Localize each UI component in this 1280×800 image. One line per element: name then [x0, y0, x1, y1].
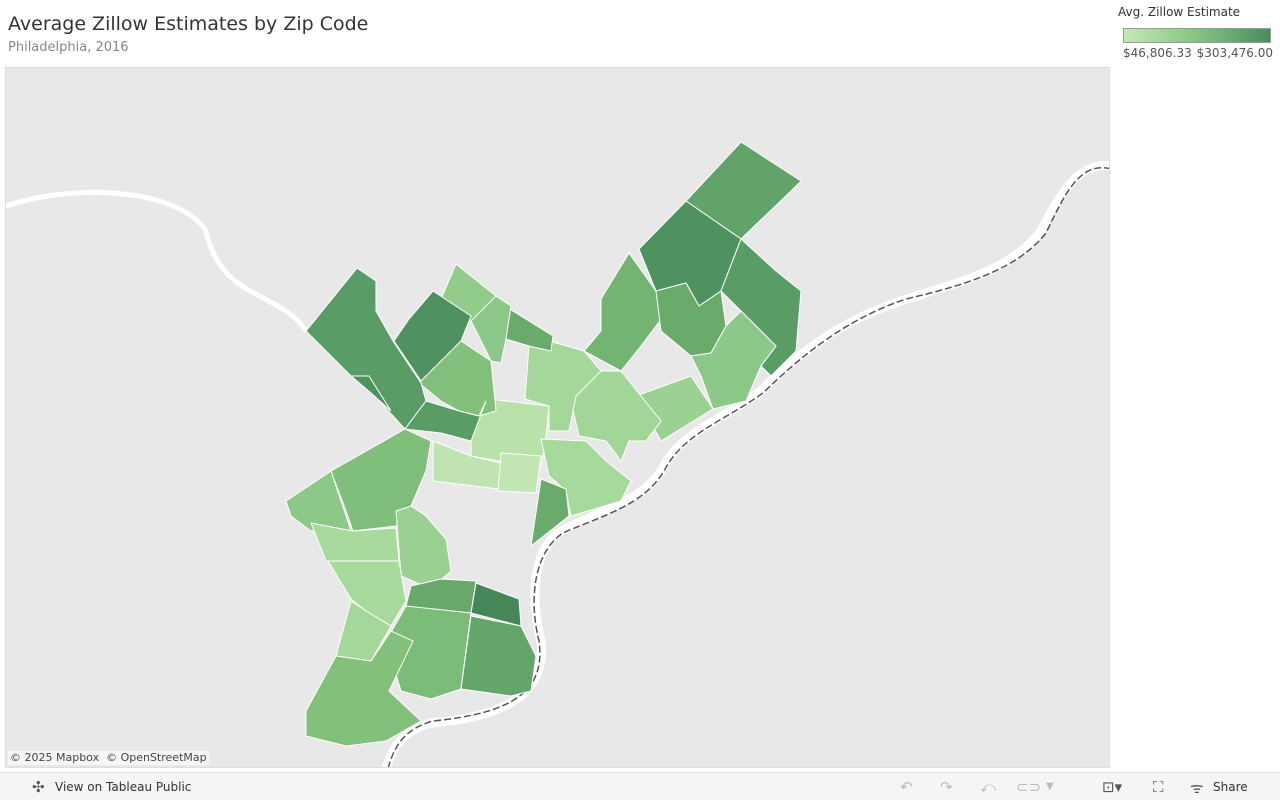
undo-icon[interactable]: ↶	[900, 778, 913, 796]
fullscreen-icon[interactable]: ⛶	[1153, 778, 1164, 796]
zip-code-region[interactable]	[310, 522, 400, 562]
zip-code-region[interactable]	[349, 375, 392, 412]
zip-code-region[interactable]	[685, 141, 802, 240]
download-icon[interactable]: ⊡▾	[1102, 778, 1123, 796]
legend-max: $303,476.00	[1196, 46, 1273, 60]
chevron-down-icon[interactable]: ▼	[1046, 781, 1054, 792]
railway	[387, 166, 1109, 767]
zip-code-region[interactable]	[460, 615, 537, 697]
map-attribution[interactable]: © 2025 Mapbox © OpenStreetMap	[8, 751, 209, 765]
redo-icon[interactable]: ↷	[940, 778, 953, 796]
river	[6, 189, 309, 333]
zip-code-region[interactable]	[330, 428, 432, 532]
revert-icon[interactable]: ⤺	[980, 778, 997, 796]
map-view[interactable]: © 2025 Mapbox © OpenStreetMap	[5, 67, 1110, 768]
zip-code-region[interactable]	[305, 630, 422, 747]
zip-code-region[interactable]	[690, 310, 777, 410]
view-on-tableau-link[interactable]: View on Tableau Public	[55, 780, 192, 794]
color-legend: Avg. Zillow Estimate $46,806.33 $303,476.…	[1118, 5, 1278, 60]
zip-code-region[interactable]	[404, 400, 487, 442]
zip-code-region[interactable]	[504, 305, 554, 352]
zip-code-region[interactable]	[285, 470, 352, 532]
zip-code-region[interactable]	[540, 438, 632, 517]
zip-code-region[interactable]	[335, 600, 392, 662]
tableau-icon: ✣	[32, 778, 45, 796]
zip-code-region[interactable]	[720, 238, 802, 377]
zip-regions	[285, 141, 802, 747]
zip-code-region[interactable]	[524, 340, 602, 432]
legend-gradient	[1123, 28, 1271, 43]
share-button[interactable]: Share	[1213, 780, 1248, 794]
page-title: Average Zillow Estimates by Zip Code	[8, 13, 369, 35]
map-layer	[6, 141, 1109, 767]
legend-min: $46,806.33	[1123, 46, 1192, 60]
zip-code-region[interactable]	[570, 370, 662, 463]
zip-code-region[interactable]	[395, 505, 452, 590]
legend-title: Avg. Zillow Estimate	[1118, 5, 1241, 19]
page-subtitle: Philadelphia, 2016	[8, 40, 129, 55]
zip-code-region[interactable]	[497, 452, 542, 494]
zip-code-region[interactable]	[530, 478, 570, 548]
share-icon[interactable]: ᯤ	[1190, 779, 1204, 797]
refresh-icon[interactable]: ⊂⊃	[1016, 778, 1042, 796]
toolbar: ✣ View on Tableau Public ↶ ↷ ⤺ ⊂⊃ ▼ ⊡▾ ⛶…	[0, 772, 1280, 800]
